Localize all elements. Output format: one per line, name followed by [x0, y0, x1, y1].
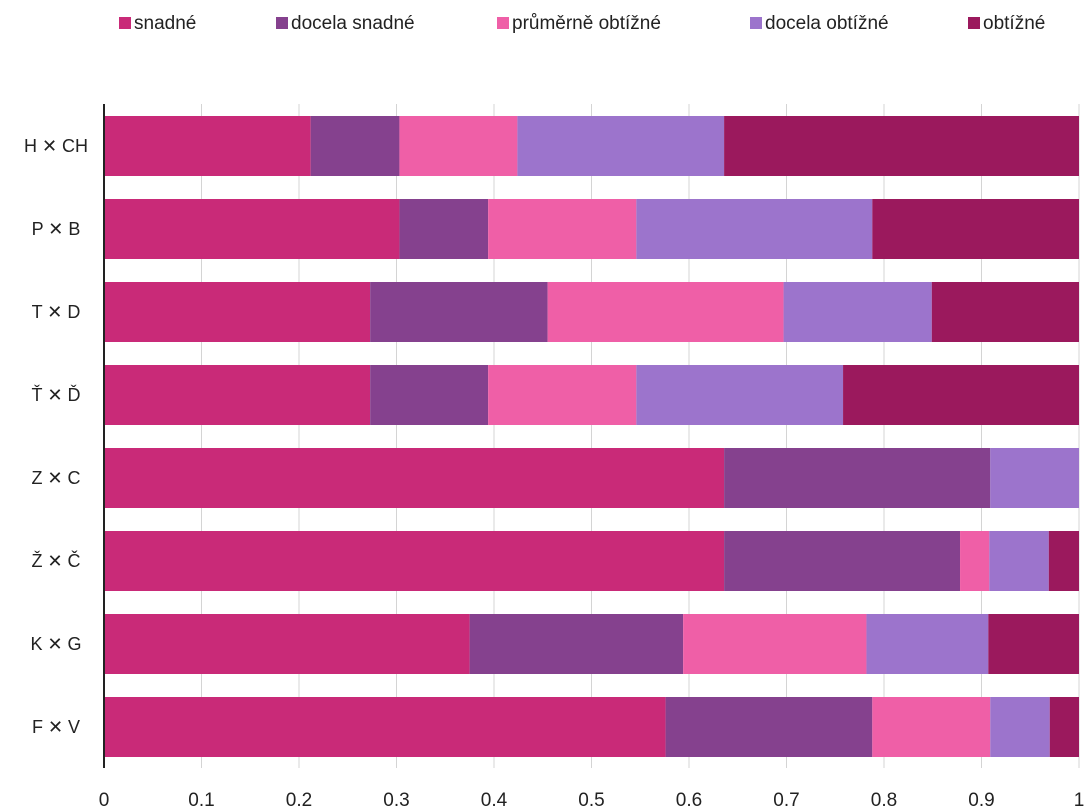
bar-segment-3-4 — [783, 282, 932, 342]
bar-segment-4-2 — [370, 365, 489, 425]
bars — [104, 116, 1079, 757]
bar-segment-6-4 — [989, 531, 1049, 591]
bar-segment-1-1 — [104, 116, 311, 176]
x-tick-label: 0.8 — [871, 790, 897, 810]
legend-label-1: snadné — [134, 13, 196, 34]
bar-segment-6-5 — [1048, 531, 1079, 591]
legend-swatch-3 — [497, 17, 509, 29]
legend-label-3: průměrně obtížné — [512, 13, 661, 34]
bar-segment-2-5 — [872, 199, 1079, 259]
bar-segment-7-4 — [866, 614, 989, 674]
bar-segment-2-4 — [636, 199, 873, 259]
bar-segment-1-2 — [310, 116, 400, 176]
bar-segment-1-3 — [399, 116, 518, 176]
x-tick-label: 0.4 — [481, 790, 508, 810]
category-label: H ✕ CH — [24, 136, 88, 156]
legend: snadné docela snadné průměrně obtížné docel… — [119, 13, 1045, 34]
bar-segment-8-4 — [990, 697, 1050, 757]
bar-segment-1-5 — [724, 116, 1079, 176]
bar-segment-7-3 — [683, 614, 867, 674]
x-tick-label: 0.5 — [578, 790, 604, 810]
category-label: K ✕ G — [30, 634, 81, 654]
category-label: Ž ✕ Č — [31, 550, 80, 571]
bar-segment-7-2 — [469, 614, 684, 674]
bar-segment-1-4 — [517, 116, 725, 176]
bar-segment-3-5 — [931, 282, 1079, 342]
x-tick-label: 0.6 — [676, 790, 702, 810]
legend-swatch-4 — [750, 17, 762, 29]
legend-swatch-1 — [119, 17, 131, 29]
x-tick-label: 0.7 — [773, 790, 799, 810]
legend-label-2: docela snadné — [291, 13, 415, 34]
bar-segment-5-1 — [104, 448, 725, 508]
legend-label-5: obtížné — [983, 13, 1045, 34]
bar-segment-8-3 — [872, 697, 991, 757]
bar-segment-4-3 — [488, 365, 637, 425]
x-tick-label: 0.9 — [968, 790, 994, 810]
bar-segment-8-5 — [1049, 697, 1079, 757]
x-tick-label: 0 — [99, 790, 110, 810]
category-labels: H ✕ CH P ✕ B T ✕ D Ť ✕ Ď Z ✕ C Ž ✕ Č K ✕ G F ✕ … — [24, 136, 88, 737]
legend-swatch-5 — [968, 17, 980, 29]
bar-segment-6-2 — [724, 531, 961, 591]
x-tick-label: 0.2 — [286, 790, 312, 810]
bar-segment-7-1 — [104, 614, 470, 674]
bar-segment-7-5 — [988, 614, 1079, 674]
x-axis: 0 0.1 0.2 0.3 0.4 0.5 0.6 0.7 0.8 0.9 1 — [99, 104, 1085, 810]
bar-segment-4-5 — [843, 365, 1079, 425]
bar-segment-5-2 — [724, 448, 991, 508]
bar-segment-6-3 — [960, 531, 990, 591]
category-label: Z ✕ C — [31, 468, 80, 488]
bar-segment-2-1 — [104, 199, 400, 259]
category-label: T ✕ D — [32, 302, 81, 322]
bar-segment-8-2 — [665, 697, 873, 757]
bar-segment-4-4 — [636, 365, 844, 425]
category-label: F ✕ V — [32, 717, 80, 737]
bar-segment-3-3 — [547, 282, 784, 342]
legend-label-4: docela obtížné — [765, 13, 889, 34]
bar-segment-3-1 — [104, 282, 371, 342]
bar-segment-6-1 — [104, 531, 725, 591]
category-label: P ✕ B — [32, 219, 81, 239]
legend-swatch-2 — [276, 17, 288, 29]
bar-segment-8-1 — [104, 697, 666, 757]
bar-segment-2-2 — [399, 199, 489, 259]
bar-segment-2-3 — [488, 199, 637, 259]
bar-segment-4-1 — [104, 365, 371, 425]
x-tick-label: 0.3 — [383, 790, 409, 810]
category-label: Ť ✕ Ď — [31, 385, 80, 405]
bar-segment-5-4 — [990, 448, 1079, 508]
x-tick-label: 1 — [1074, 790, 1085, 810]
x-tick-label: 0.1 — [188, 790, 214, 810]
bar-segment-3-2 — [370, 282, 548, 342]
